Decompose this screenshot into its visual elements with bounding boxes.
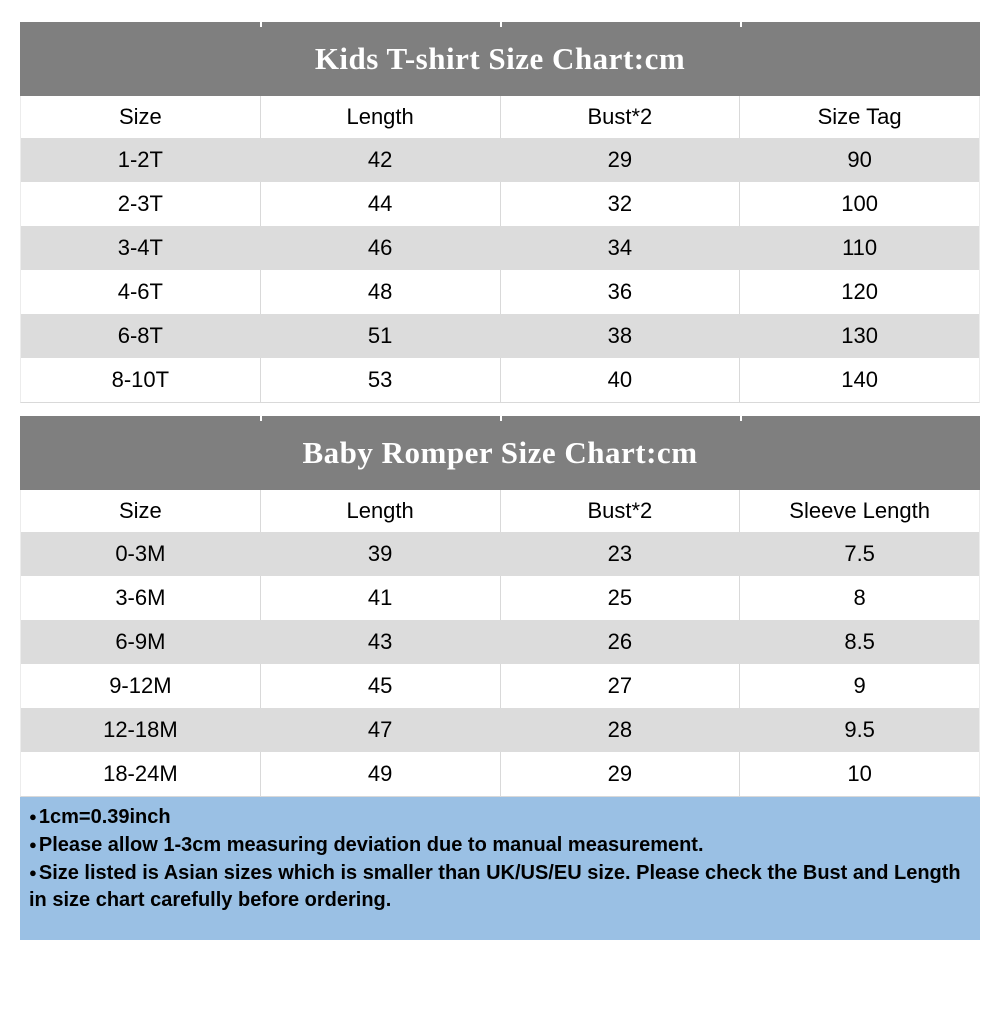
table-row: 2-3T 44 32 100 (21, 182, 979, 226)
sleeve-length-cell: 9 (739, 664, 979, 708)
table-row: 6-8T 51 38 130 (21, 314, 979, 358)
bust-cell: 36 (499, 270, 740, 314)
table-body: Size Length Bust*2 Size Tag 1-2T 42 29 9… (20, 96, 980, 403)
length-cell: 43 (367, 629, 393, 654)
column-header-bust: Bust*2 (499, 490, 740, 532)
size-tag-cell: 110 (842, 235, 878, 260)
length-cell: 49 (259, 752, 500, 796)
grid-notch (500, 22, 502, 27)
size-cell: 0-3M (115, 541, 166, 566)
bust-cell: 23 (607, 541, 633, 566)
grid-notch (740, 22, 742, 27)
bullet-icon: ● (29, 837, 37, 852)
column-header-length: Length (259, 96, 500, 138)
size-cell: 3-6M (115, 585, 166, 610)
size-tag-cell: 130 (841, 323, 878, 348)
bust-cell: 29 (499, 752, 740, 796)
sleeve-length-cell: 8 (739, 576, 979, 620)
table-row: 0-3M 39 23 7.5 (21, 532, 979, 576)
column-header-size: Size (118, 104, 162, 129)
table-row: 1-2T 42 29 90 (21, 138, 979, 182)
table-body: Size Length Bust*2 Sleeve Length 0-3M 39… (20, 490, 980, 797)
size-tag-cell: 140 (739, 358, 979, 402)
length-cell: 45 (259, 664, 500, 708)
sleeve-length-cell: 7.5 (844, 541, 875, 566)
kids-tshirt-title-bar: Kids T-shirt Size Chart:cm (20, 22, 980, 96)
bust-cell: 29 (607, 147, 633, 172)
length-cell: 42 (367, 147, 393, 172)
table-row: 9-12M 45 27 9 (21, 664, 979, 708)
table-row: 12-18M 47 28 9.5 (21, 708, 979, 752)
length-cell: 53 (259, 358, 500, 402)
size-cell: 1-2T (117, 147, 163, 172)
column-header-size-tag: Size Tag (739, 96, 979, 138)
column-header-sleeve-length: Sleeve Length (739, 490, 979, 532)
column-header-length: Length (259, 490, 500, 532)
notes-panel: ● 1cm=0.39inch ● Please allow 1-3cm measur… (20, 797, 980, 940)
note-line: ● Size listed is Asian sizes which is sma… (29, 859, 966, 914)
sleeve-length-cell: 9.5 (844, 717, 875, 742)
grid-notch (500, 416, 502, 421)
size-tag-cell: 90 (847, 147, 872, 172)
size-tag-cell: 100 (739, 182, 979, 226)
bullet-icon: ● (29, 809, 37, 824)
size-cell: 6-9M (115, 629, 166, 654)
column-header-bust: Bust*2 (499, 96, 740, 138)
size-cell: 12-18M (103, 717, 178, 742)
bust-cell: 34 (607, 235, 633, 260)
table-title: Kids T-shirt Size Chart:cm (314, 41, 686, 76)
grid-notch (260, 416, 262, 421)
length-cell: 46 (367, 235, 393, 260)
header-row: Size Length Bust*2 Sleeve Length (21, 490, 979, 532)
size-cell: 18-24M (103, 761, 178, 786)
table-row: 3-4T 46 34 110 (21, 226, 979, 270)
size-cell: 8-10T (111, 367, 170, 392)
kids-tshirt-size-chart: Kids T-shirt Size Chart:cm Size Length B… (20, 22, 980, 403)
grid-notch (740, 416, 742, 421)
size-cell: 9-12M (109, 673, 172, 698)
note-text: Size listed is Asian sizes which is smal… (29, 862, 961, 911)
bullet-icon: ● (29, 865, 37, 880)
note-line: ● Please allow 1-3cm measuring deviation … (29, 831, 966, 859)
size-cell: 4-6T (117, 279, 163, 304)
size-cell: 6-8T (117, 323, 163, 348)
header-row: Size Length Bust*2 Size Tag (21, 96, 979, 138)
length-cell: 48 (259, 270, 500, 314)
bust-cell: 28 (607, 717, 633, 742)
column-header-size: Size (118, 498, 162, 523)
note-text: 1cm=0.39inch (38, 806, 171, 828)
size-tag-cell: 120 (739, 270, 979, 314)
table-row: 8-10T 53 40 140 (21, 358, 979, 402)
baby-romper-title-bar: Baby Romper Size Chart:cm (20, 416, 980, 490)
bust-cell: 32 (499, 182, 740, 226)
bust-cell: 38 (607, 323, 633, 348)
size-cell: 2-3T (117, 191, 163, 216)
size-chart-sheet: Kids T-shirt Size Chart:cm Size Length B… (20, 22, 980, 940)
bust-cell: 25 (499, 576, 740, 620)
table-row: 4-6T 48 36 120 (21, 270, 979, 314)
sleeve-length-cell: 10 (739, 752, 979, 796)
bust-cell: 40 (499, 358, 740, 402)
length-cell: 41 (259, 576, 500, 620)
length-cell: 44 (259, 182, 500, 226)
note-line: ● 1cm=0.39inch (29, 803, 966, 831)
note-text: Please allow 1-3cm measuring deviation d… (38, 834, 704, 856)
table-row: 6-9M 43 26 8.5 (21, 620, 979, 664)
bust-cell: 26 (607, 629, 633, 654)
length-cell: 51 (367, 323, 393, 348)
size-cell: 3-4T (117, 235, 163, 260)
bust-cell: 27 (499, 664, 740, 708)
baby-romper-size-chart: Baby Romper Size Chart:cm Size Length Bu… (20, 416, 980, 797)
grid-notch (260, 22, 262, 27)
table-row: 3-6M 41 25 8 (21, 576, 979, 620)
length-cell: 39 (367, 541, 393, 566)
sleeve-length-cell: 8.5 (844, 629, 875, 654)
table-title: Baby Romper Size Chart:cm (302, 435, 698, 470)
length-cell: 47 (367, 717, 393, 742)
table-row: 18-24M 49 29 10 (21, 752, 979, 796)
